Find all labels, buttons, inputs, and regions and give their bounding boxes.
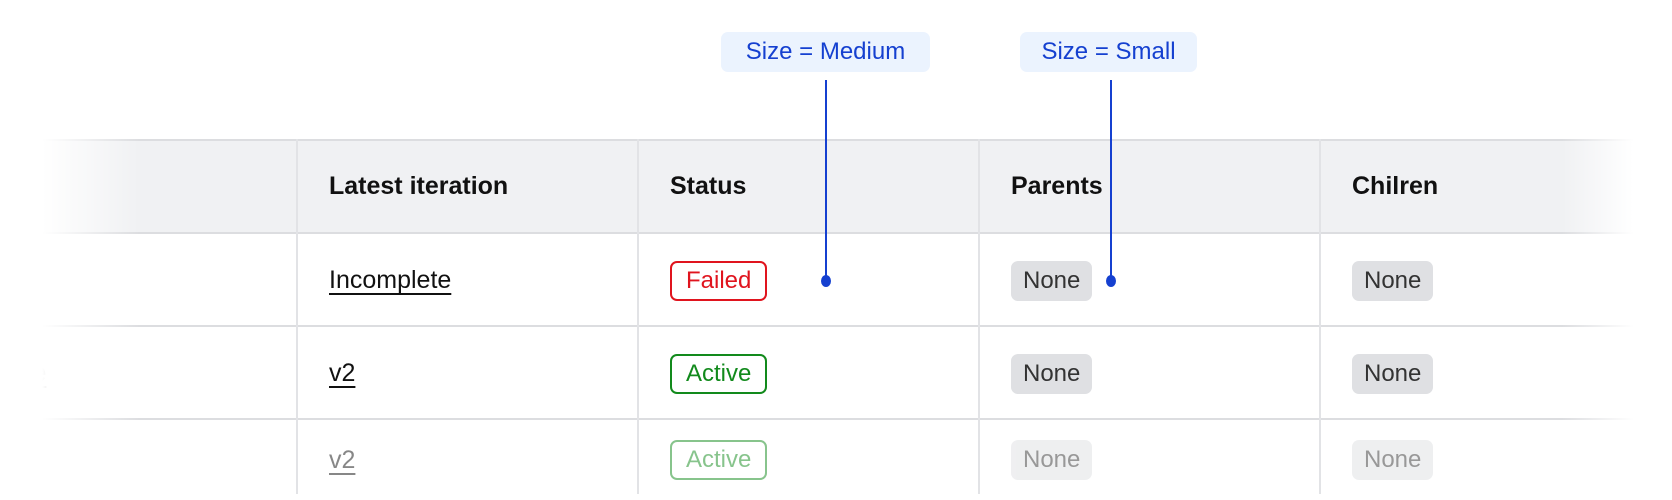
column-divider [296,139,298,494]
children-badge: None [1352,353,1434,394]
status-badge: Active [670,353,768,394]
iteration-link[interactable]: Incomplete [329,266,452,294]
parents-badge: None [1011,353,1093,394]
right-fade [1562,130,1672,500]
annotation-pointer-dot [821,275,831,287]
parents-badge: None [1011,440,1093,480]
table-header: Latest iteration Status Parents Chilren [0,139,1672,234]
table-row: v2 Active None None [0,418,1672,500]
header-status[interactable]: Status [670,172,747,200]
column-divider [637,139,639,494]
annotation-pointer-line [1110,80,1112,280]
table-row: Incomplete Failed None None [0,232,1672,327]
annotation-size-small: Size = Small [1020,32,1197,72]
annotation-pointer-dot [1106,275,1116,287]
annotation-pointer-line [825,80,827,280]
header-parents[interactable]: Parents [1011,172,1103,200]
table-row: ce v2 Active None None [0,325,1672,420]
iteration-link[interactable]: v2 [329,445,356,474]
children-badge: None [1352,260,1434,301]
parents-badge: None [1011,260,1093,301]
column-divider [1319,139,1321,494]
children-badge: None [1352,440,1434,480]
left-fade [0,130,140,500]
column-divider [978,139,980,494]
header-latest-iteration[interactable]: Latest iteration [329,172,509,200]
header-children[interactable]: Chilren [1352,172,1439,200]
annotation-size-medium: Size = Medium [721,32,930,72]
status-badge: Failed [670,260,768,301]
iteration-link[interactable]: v2 [329,359,356,387]
status-badge: Active [670,440,768,480]
